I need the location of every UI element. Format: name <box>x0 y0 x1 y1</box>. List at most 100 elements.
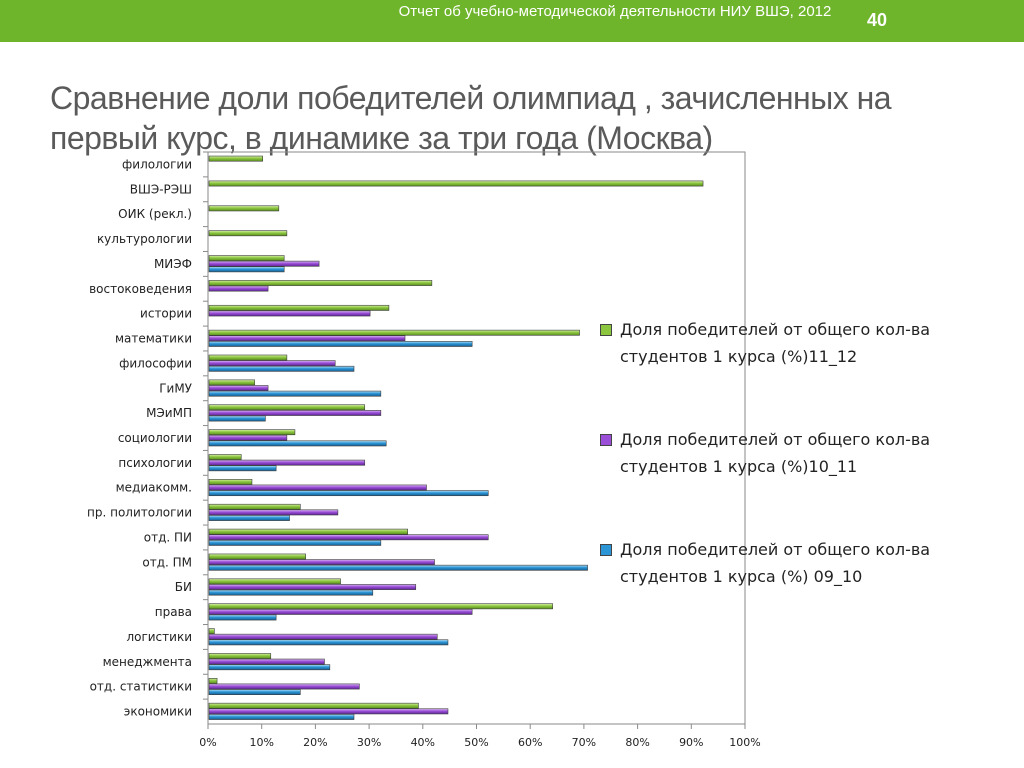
x-tick-label: 100% <box>729 736 760 749</box>
category-label: филологии <box>122 157 192 171</box>
x-tick-label: 90% <box>679 736 703 749</box>
category-label: социологии <box>118 431 192 445</box>
bar <box>208 260 320 267</box>
bar <box>208 404 366 411</box>
bar <box>208 664 331 671</box>
legend-swatch-11-12 <box>600 324 612 336</box>
category-label: ОИК (рекл.) <box>118 207 192 221</box>
bar <box>208 534 489 541</box>
bar <box>208 266 285 273</box>
bar <box>208 379 255 386</box>
category-label: МЭиМП <box>146 406 192 420</box>
bar <box>208 155 264 162</box>
category-label: логистики <box>126 630 192 644</box>
bar <box>208 584 417 590</box>
page-number: 40 <box>866 10 888 30</box>
category-label: психологии <box>118 456 192 470</box>
bar <box>208 360 336 367</box>
category-label: ГиМУ <box>159 381 192 395</box>
category-label: пр. политологии <box>87 506 192 520</box>
bar <box>208 454 242 460</box>
legend-item-11-12: Доля победителей от общего кол-ва студен… <box>600 316 980 426</box>
bar <box>208 578 341 585</box>
bar <box>208 180 704 187</box>
bar <box>208 559 435 566</box>
bar <box>208 335 406 342</box>
bar <box>208 528 408 535</box>
bar <box>208 479 253 485</box>
bar <box>208 677 218 684</box>
bar <box>208 689 301 695</box>
bar <box>208 539 382 546</box>
bar <box>208 614 277 621</box>
bar <box>208 603 553 610</box>
category-label: менеджмента <box>103 655 192 669</box>
chart-legend: Доля победителей от общего кол-ва студен… <box>600 316 980 646</box>
bar <box>208 564 588 571</box>
x-tick-label: 60% <box>518 736 542 749</box>
bar <box>208 205 280 212</box>
bar <box>208 390 382 397</box>
bar <box>208 683 360 690</box>
bar <box>208 503 301 510</box>
bar <box>208 633 438 640</box>
category-label: МИЭФ <box>154 257 192 271</box>
bar <box>208 365 355 372</box>
bar <box>208 415 266 422</box>
category-label: медиакомм. <box>116 481 192 495</box>
category-label: философии <box>119 356 192 370</box>
x-tick-label: 20% <box>303 736 327 749</box>
bar <box>208 714 355 720</box>
legend-label-09-10: Доля победителей от общего кол-ва студен… <box>620 540 931 586</box>
x-tick-label: 80% <box>625 736 649 749</box>
bar <box>208 280 433 286</box>
bar <box>208 429 296 436</box>
bar <box>208 553 306 560</box>
bar <box>208 385 269 391</box>
bar <box>208 341 473 347</box>
bar <box>208 304 390 311</box>
bar <box>208 515 290 521</box>
legend-label-11-12: Доля победителей от общего кол-ва студен… <box>620 320 931 366</box>
bar <box>208 230 288 237</box>
bar <box>208 589 374 596</box>
bar <box>208 658 325 665</box>
bar <box>208 509 339 516</box>
x-tick-label: 40% <box>411 736 435 749</box>
bar <box>208 255 285 262</box>
x-tick-label: 10% <box>249 736 273 749</box>
category-label: математики <box>115 332 192 346</box>
header-bar: Отчет об учебно-методической деятельност… <box>0 0 1024 42</box>
bar <box>208 310 371 317</box>
bar <box>208 490 489 497</box>
bar <box>208 653 272 659</box>
category-label: экономики <box>124 705 192 719</box>
category-label: востоковедения <box>89 282 192 296</box>
x-tick-label: 50% <box>464 736 488 749</box>
bar <box>208 608 473 615</box>
category-label: права <box>155 605 192 619</box>
bar <box>208 459 366 466</box>
bar <box>208 440 387 447</box>
category-label: культурологии <box>97 232 192 246</box>
category-label: ВШЭ-РЭШ <box>130 182 192 196</box>
legend-label-10-11: Доля победителей от общего кол-ва студен… <box>620 430 931 476</box>
bar <box>208 410 382 416</box>
x-tick-label: 70% <box>572 736 596 749</box>
x-tick-label: 30% <box>357 736 381 749</box>
bar <box>208 285 269 292</box>
legend-swatch-09-10 <box>600 544 612 556</box>
bar <box>208 639 449 646</box>
bar <box>208 354 288 361</box>
legend-item-09-10: Доля победителей от общего кол-ва студен… <box>600 536 980 646</box>
x-tick-label: 0% <box>199 736 216 749</box>
bar <box>208 329 580 336</box>
legend-swatch-10-11 <box>600 434 612 446</box>
bar <box>208 702 419 709</box>
category-label: отд. статистики <box>90 680 192 694</box>
bar <box>208 708 449 715</box>
category-label: отд. ПИ <box>144 530 192 544</box>
bar <box>208 628 215 635</box>
bar <box>208 434 288 441</box>
